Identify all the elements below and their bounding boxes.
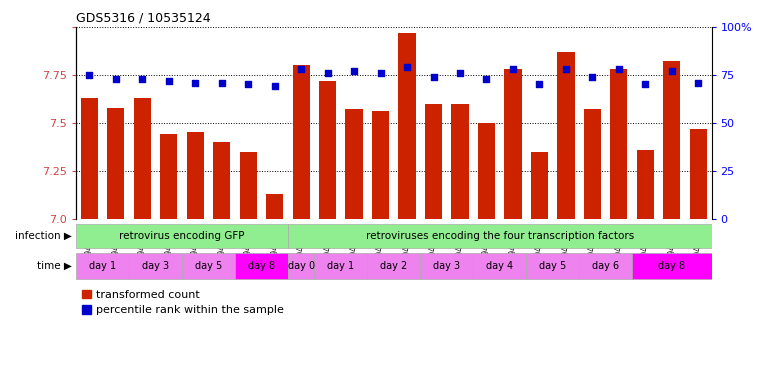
Bar bbox=[345, 109, 363, 219]
Point bbox=[533, 81, 546, 88]
Bar bbox=[240, 152, 256, 219]
Point bbox=[507, 66, 519, 72]
Point bbox=[136, 76, 148, 82]
Bar bbox=[288, 224, 712, 248]
Text: day 5: day 5 bbox=[195, 261, 222, 271]
Point bbox=[560, 66, 572, 72]
Point bbox=[322, 70, 334, 76]
Bar bbox=[235, 253, 288, 279]
Bar bbox=[584, 109, 601, 219]
Text: day 4: day 4 bbox=[486, 261, 513, 271]
Bar bbox=[473, 253, 526, 279]
Bar bbox=[689, 129, 707, 219]
Text: day 8: day 8 bbox=[248, 261, 275, 271]
Bar bbox=[186, 132, 204, 219]
Bar bbox=[368, 253, 420, 279]
Bar bbox=[134, 98, 151, 219]
Bar bbox=[76, 224, 288, 248]
Point bbox=[242, 81, 254, 88]
Text: day 6: day 6 bbox=[592, 261, 619, 271]
Point bbox=[401, 64, 413, 70]
Text: day 0: day 0 bbox=[288, 261, 315, 271]
Point bbox=[295, 66, 307, 72]
Text: infection ▶: infection ▶ bbox=[15, 231, 72, 241]
Bar bbox=[425, 104, 442, 219]
Point bbox=[639, 81, 651, 88]
Point bbox=[189, 79, 202, 86]
Bar bbox=[213, 142, 231, 219]
Bar bbox=[526, 253, 579, 279]
Text: retroviruses encoding the four transcription factors: retroviruses encoding the four transcrip… bbox=[365, 231, 634, 241]
Bar bbox=[129, 253, 182, 279]
Text: day 2: day 2 bbox=[380, 261, 407, 271]
Bar bbox=[76, 253, 129, 279]
Bar bbox=[610, 69, 628, 219]
Text: day 1: day 1 bbox=[89, 261, 116, 271]
Bar bbox=[579, 253, 632, 279]
Point bbox=[454, 70, 466, 76]
Point bbox=[613, 66, 625, 72]
Point bbox=[480, 76, 492, 82]
Bar bbox=[420, 253, 473, 279]
Bar bbox=[314, 253, 368, 279]
Point bbox=[428, 74, 440, 80]
Bar bbox=[531, 152, 548, 219]
Point bbox=[666, 68, 678, 74]
Point bbox=[83, 72, 95, 78]
Text: retrovirus encoding GFP: retrovirus encoding GFP bbox=[119, 231, 245, 241]
Text: time ▶: time ▶ bbox=[37, 261, 72, 271]
Point bbox=[693, 79, 705, 86]
Bar bbox=[319, 81, 336, 219]
Text: GDS5316 / 10535124: GDS5316 / 10535124 bbox=[76, 12, 211, 25]
Bar bbox=[160, 134, 177, 219]
Bar bbox=[182, 253, 235, 279]
Text: day 8: day 8 bbox=[658, 261, 686, 271]
Text: day 3: day 3 bbox=[433, 261, 460, 271]
Bar bbox=[632, 253, 712, 279]
Legend: transformed count, percentile rank within the sample: transformed count, percentile rank withi… bbox=[81, 290, 284, 316]
Bar bbox=[664, 61, 680, 219]
Bar bbox=[637, 150, 654, 219]
Bar bbox=[478, 123, 495, 219]
Bar bbox=[81, 98, 98, 219]
Bar bbox=[292, 65, 310, 219]
Bar bbox=[372, 111, 389, 219]
Point bbox=[215, 79, 228, 86]
Text: day 1: day 1 bbox=[327, 261, 355, 271]
Bar bbox=[399, 33, 416, 219]
Point bbox=[163, 78, 175, 84]
Bar bbox=[107, 108, 124, 219]
Text: day 3: day 3 bbox=[142, 261, 169, 271]
Point bbox=[269, 83, 281, 89]
Bar bbox=[288, 253, 314, 279]
Bar bbox=[266, 194, 283, 219]
Bar bbox=[451, 104, 469, 219]
Point bbox=[374, 70, 387, 76]
Bar bbox=[557, 52, 575, 219]
Point bbox=[348, 68, 360, 74]
Bar bbox=[505, 69, 521, 219]
Text: day 5: day 5 bbox=[539, 261, 566, 271]
Point bbox=[110, 76, 122, 82]
Point bbox=[586, 74, 598, 80]
